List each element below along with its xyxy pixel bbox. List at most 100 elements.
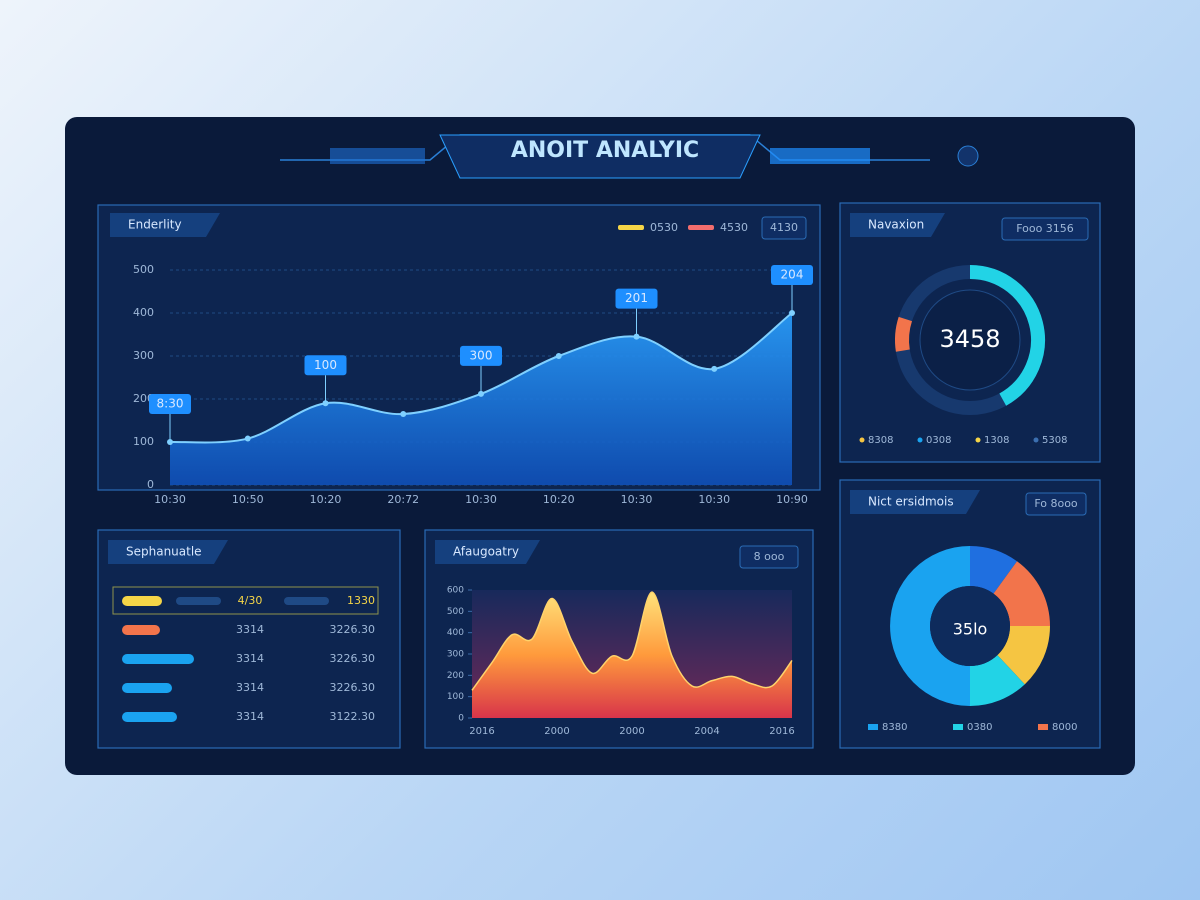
area: [170, 313, 792, 485]
annotation: 201: [625, 291, 648, 305]
point: [400, 411, 407, 418]
button[interactable]: [1001, 217, 1089, 241]
bar: [122, 712, 177, 722]
y-tick-label: 0: [147, 478, 154, 491]
bar: [122, 625, 160, 635]
y-tick-label: 600: [447, 586, 464, 596]
button[interactable]: [1025, 492, 1087, 516]
x-tick-label: 2004: [694, 726, 719, 737]
track: [284, 597, 329, 605]
icon[interactable]: [957, 145, 979, 167]
x-tick-label: 2000: [619, 726, 644, 737]
cell: 3226.30: [330, 623, 376, 636]
legend-label: 0380: [967, 722, 992, 733]
slice: [970, 546, 1018, 594]
track: [176, 597, 221, 605]
annotation-box: [460, 345, 502, 366]
legend-label: 0308: [926, 435, 951, 446]
legend-swatch: [1038, 724, 1048, 730]
legend-label: 5308: [1042, 435, 1067, 446]
x-tick-label: 2016: [769, 726, 794, 737]
x-tick-label: 2016: [469, 726, 494, 737]
slice: [970, 655, 1025, 706]
legend-label: 0530: [650, 221, 678, 234]
panel-tab: [850, 490, 980, 514]
panel-tab: [110, 213, 220, 237]
panel-title: Afaugoatry: [453, 545, 519, 559]
gauge-arc: [969, 265, 1045, 406]
button-label[interactable]: Fooo 3156: [1016, 222, 1074, 235]
bar: [122, 683, 172, 693]
annotation: 204: [781, 268, 804, 282]
legend-swatch: [975, 437, 981, 443]
x-tick-label: 10:30: [154, 493, 186, 506]
x-tick-label: 10:30: [698, 493, 730, 506]
row-highlight: [112, 586, 379, 615]
y-tick-label: 200: [447, 671, 464, 681]
panel-title: Sephanuatle: [126, 545, 202, 559]
button[interactable]: [761, 216, 807, 240]
legend-swatch: [688, 225, 714, 230]
panel: [97, 529, 401, 749]
gauge-accent: [895, 316, 913, 352]
bar: [122, 596, 162, 606]
panel-tab: [850, 213, 945, 237]
bar: [122, 654, 194, 664]
donut-hole: [930, 586, 1010, 666]
annotation: 8:30: [157, 397, 184, 411]
cell: 3122.30: [330, 710, 376, 723]
slice: [993, 561, 1050, 626]
annotation-box: [615, 288, 658, 309]
panel-title: Enderlity: [128, 218, 182, 232]
panel-tab: [435, 540, 540, 564]
legend-swatch: [953, 724, 963, 730]
cell: 3314: [236, 623, 264, 636]
donut-center: 35lo: [953, 620, 988, 639]
legend-label: 4530: [720, 221, 748, 234]
area: [472, 592, 792, 718]
legend-label: 8000: [1052, 722, 1077, 733]
annotation: 300: [470, 348, 493, 362]
legend-label: 1308: [984, 435, 1009, 446]
x-tick-label: 10:30: [465, 493, 497, 506]
gauge-inner: [919, 289, 1021, 391]
cell: 4/30: [238, 594, 263, 607]
button-label[interactable]: 4130: [770, 221, 798, 234]
y-tick-label: 500: [447, 607, 464, 617]
y-tick-label: 0: [458, 714, 464, 724]
point: [555, 353, 562, 359]
point: [244, 435, 251, 442]
panel-title: Nict ersidmois: [868, 495, 954, 509]
cell: 3314: [236, 652, 264, 665]
button[interactable]: [739, 545, 799, 569]
y-tick-label: 100: [133, 435, 154, 448]
annotation-box: [771, 265, 813, 285]
legend-swatch: [859, 437, 865, 443]
header-stripes: [330, 148, 425, 164]
y-tick-label: 200: [133, 392, 154, 405]
cell: 3314: [236, 710, 264, 723]
x-tick-label: 2000: [544, 726, 569, 737]
legend-label: 8380: [882, 722, 907, 733]
header-stripes: [770, 148, 870, 164]
button-label[interactable]: Fo 8ooo: [1034, 497, 1078, 510]
panel-title: Navaxion: [868, 218, 924, 232]
annotation-box: [149, 394, 191, 414]
y-tick-label: 500: [133, 263, 154, 276]
legend-swatch: [1033, 437, 1039, 443]
point: [711, 365, 718, 372]
x-tick-label: 10:20: [543, 493, 575, 506]
y-tick-label: 100: [447, 692, 464, 702]
line: [471, 591, 793, 691]
x-tick-label: 10:30: [621, 493, 653, 506]
annotation: 100: [314, 358, 337, 372]
y-tick-label: 300: [447, 650, 464, 660]
x-tick-label: 20:72: [387, 493, 419, 506]
header-plate: [439, 134, 761, 179]
legend-swatch: [917, 437, 923, 443]
y-tick-label: 300: [133, 349, 154, 362]
cell: 3226.30: [330, 681, 376, 694]
legend-swatch: [618, 225, 644, 230]
button-label[interactable]: 8 ooo: [754, 550, 785, 563]
